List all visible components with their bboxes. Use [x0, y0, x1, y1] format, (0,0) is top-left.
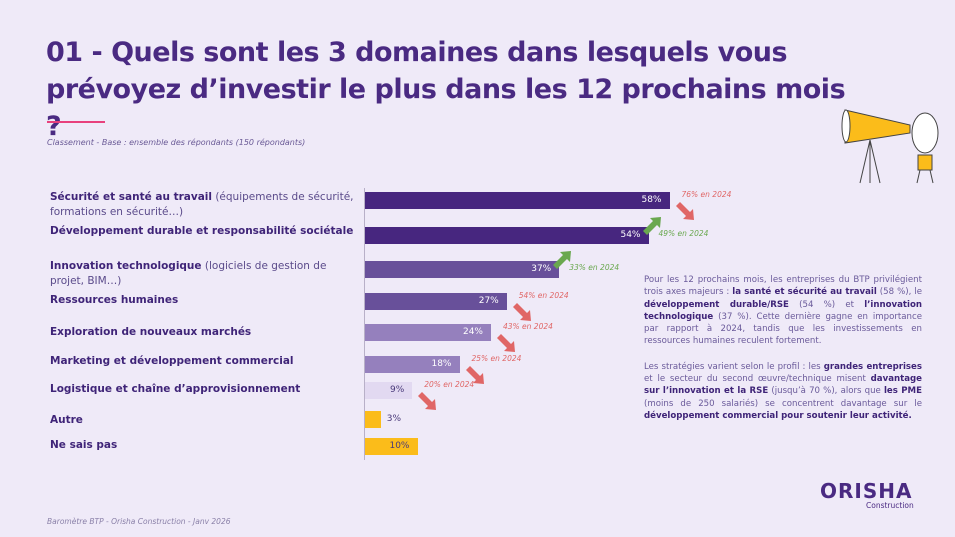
- body-text: (37 %). Cette dernière gagne en importan…: [644, 311, 922, 347]
- value-label: 58%: [641, 195, 662, 205]
- category-label: Autre: [50, 413, 360, 428]
- bar: [365, 324, 491, 341]
- page-title: 01 - Quels sont les 3 domaines dans lesq…: [46, 37, 846, 142]
- value-label: 9%: [389, 385, 405, 395]
- commentary-paragraph-2: Les stratégies varient selon le profil :…: [644, 361, 922, 422]
- logo-sub: Construction: [866, 501, 914, 510]
- commentary-paragraph-1: Pour les 12 prochains mois, les entrepri…: [644, 274, 922, 348]
- bar: [365, 356, 460, 373]
- category-detail: (équipements de sécurité, formations en …: [50, 191, 354, 218]
- value-label: 37%: [531, 264, 552, 274]
- comparison-2024-label: 33% en 2024: [569, 263, 620, 272]
- category-name: Exploration de nouveaux marchés: [50, 326, 252, 338]
- body-text: (54 %) et: [788, 299, 865, 310]
- highlight-text: développement commercial pour soutenir l…: [644, 410, 912, 421]
- category-name: Ne sais pas: [50, 439, 118, 451]
- category-name: Logistique et chaîne d’approvisionnement: [50, 383, 301, 395]
- bar: [365, 411, 381, 428]
- trend-down-arrow-icon: [465, 366, 484, 384]
- category-name: Ressources humaines: [50, 294, 179, 306]
- bar: [365, 438, 418, 455]
- trend-down-arrow-icon: [675, 202, 694, 220]
- body-text: (moins de 250 salariés) se concentrent d…: [644, 398, 922, 409]
- category-label: Marketing et développement commercial: [50, 354, 360, 369]
- category-name: Sécurité et santé au travail: [50, 191, 212, 203]
- category-label: Exploration de nouveaux marchés: [50, 325, 360, 340]
- comparison-2024-label: 25% en 2024: [471, 354, 522, 363]
- value-label: 10%: [389, 441, 410, 451]
- category-label: Développement durable et responsabilité …: [50, 224, 360, 239]
- body-text: (58 %), le: [876, 287, 922, 298]
- value-label: 54%: [620, 230, 641, 240]
- highlight-text: les PME: [883, 386, 922, 397]
- category-label: Sécurité et santé au travail (équipement…: [50, 190, 360, 220]
- value-label: 27%: [478, 296, 499, 306]
- value-label: 3%: [386, 414, 402, 424]
- highlight-text: la santé et sécurité au travail: [732, 287, 877, 298]
- comparison-2024-label: 43% en 2024: [503, 322, 553, 331]
- category-name: Développement durable et responsabilité …: [50, 225, 354, 237]
- trend-down-arrow-icon: [418, 392, 437, 410]
- chart-axis: [364, 188, 365, 460]
- category-name: Autre: [50, 414, 83, 426]
- category-label: Innovation technologique (logiciels de g…: [50, 259, 360, 289]
- bar: [365, 293, 507, 310]
- title-underline: [47, 121, 105, 123]
- highlight-text: l’innovation technologique: [644, 299, 922, 322]
- bar: [365, 382, 413, 399]
- comparison-2024-label: 49% en 2024: [658, 229, 709, 238]
- commentary-text: Pour les 12 prochains mois, les entrepri…: [644, 274, 922, 435]
- value-label: 24%: [462, 327, 483, 337]
- footer: Baromètre BTP - Orisha Construction - Ja…: [47, 517, 231, 526]
- telescope-illustration: [841, 109, 939, 184]
- comparison-2024-label: 20% en 2024: [424, 380, 475, 389]
- highlight-text: grandes entreprises: [823, 361, 922, 372]
- trend-up-arrow-icon: [642, 217, 661, 235]
- body-text: (jusqu’à 70 %), alors que: [768, 386, 884, 397]
- category-name: Marketing et développement commercial: [50, 355, 294, 367]
- category-name: Innovation technologique: [50, 260, 202, 272]
- comparison-2024-label: 76% en 2024: [681, 190, 732, 199]
- bar: [365, 192, 670, 209]
- logo-name: ORISHA: [820, 479, 913, 503]
- highlight-text: davantage sur l’innovation et la RSE: [644, 374, 922, 397]
- bar: [365, 261, 560, 278]
- subtitle: Classement - Base : ensemble des réponda…: [47, 138, 306, 147]
- highlight-text: développement durable/RSE: [644, 299, 789, 310]
- category-label: Ressources humaines: [50, 293, 360, 308]
- category-label: Ne sais pas: [50, 438, 360, 453]
- comparison-2024-label: 54% en 2024: [518, 291, 569, 300]
- orisha-logo: ORISHA Construction: [820, 479, 914, 510]
- body-text: Les stratégies varient selon le profil :…: [644, 361, 824, 372]
- trend-up-arrow-icon: [553, 251, 572, 269]
- value-label: 18%: [431, 359, 452, 369]
- category-detail: (logiciels de gestion de projet, BIM…): [50, 260, 327, 287]
- body-text: et le secteur du second œuvre/technique …: [644, 374, 871, 385]
- body-text: Pour les 12 prochains mois, les entrepri…: [644, 275, 922, 298]
- trend-down-arrow-icon: [512, 303, 531, 321]
- bar: [365, 227, 649, 244]
- trend-down-arrow-icon: [497, 334, 515, 352]
- category-label: Logistique et chaîne d’approvisionnement: [50, 382, 360, 397]
